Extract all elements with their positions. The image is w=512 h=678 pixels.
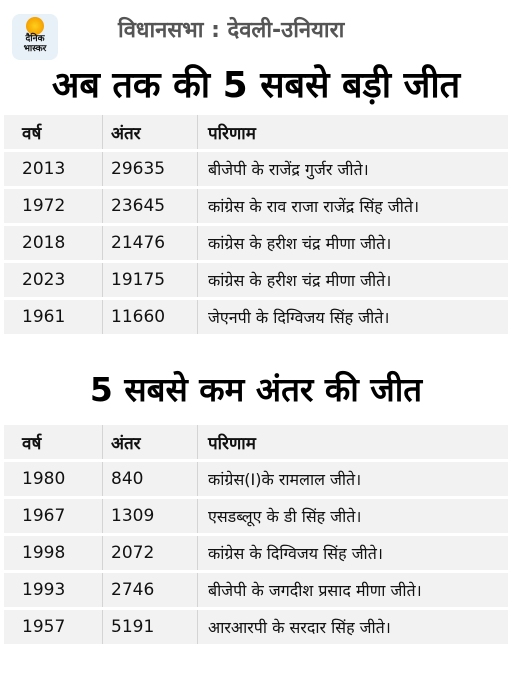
margin-cell: 23645 [102,189,197,223]
margin-cell: 21476 [102,226,197,260]
table-header-row: वर्ष अंतर परिणाम [4,425,508,459]
logo-line-1: दैनिक [25,34,45,44]
table-row: 1998 2072 कांग्रेस के दिग्विजय सिंह जीते… [4,536,508,570]
table-row: 2023 19175 कांग्रेस के हरीश चंद्र मीणा ज… [4,263,508,297]
table-row: 2018 21476 कांग्रेस के हरीश चंद्र मीणा ज… [4,226,508,260]
year-cell: 2013 [4,152,102,186]
margin-cell: 1309 [102,499,197,533]
constituency-heading: विधानसभा : देवली-उनियारा [118,18,345,43]
result-cell: एसडब्लूए के डी सिंह जीते। [197,499,508,533]
result-cell: कांग्रेस के हरीश चंद्र मीणा जीते। [197,263,508,297]
result-cell: बीजेपी के राजेंद्र गुर्जर जीते। [197,152,508,186]
result-cell: आरआरपी के सरदार सिंह जीते। [197,610,508,644]
table-row: 1993 2746 बीजेपी के जगदीश प्रसाद मीणा जी… [4,573,508,607]
column-header-margin: अंतर [102,115,197,149]
column-header-year: वर्ष [4,115,102,149]
year-cell: 2018 [4,226,102,260]
table-row: 1961 11660 जेएनपी के दिग्विजय सिंह जीते। [4,300,508,334]
result-cell: बीजेपी के जगदीश प्रसाद मीणा जीते। [197,573,508,607]
section-title-biggest-wins: अब तक की 5 सबसे बड़ी जीत [51,65,461,106]
header: दैनिक भास्कर विधानसभा : देवली-उनियारा [0,0,512,60]
result-cell: कांग्रेस के हरीश चंद्र मीणा जीते। [197,226,508,260]
column-header-margin: अंतर [102,425,197,459]
year-cell: 1972 [4,189,102,223]
margin-cell: 2746 [102,573,197,607]
margin-cell: 29635 [102,152,197,186]
year-cell: 1993 [4,573,102,607]
column-header-result: परिणाम [197,425,508,459]
dainik-bhaskar-logo: दैनिक भास्कर [12,14,58,60]
result-cell: कांग्रेस के राव राजा राजेंद्र सिंह जीते। [197,189,508,223]
logo-text: दैनिक भास्कर [12,34,58,54]
margin-cell: 19175 [102,263,197,297]
logo-line-2: भास्कर [23,44,47,54]
year-cell: 1961 [4,300,102,334]
year-cell: 1980 [4,462,102,496]
year-cell: 2023 [4,263,102,297]
year-cell: 1967 [4,499,102,533]
biggest-wins-table: वर्ष अंतर परिणाम 2013 29635 बीजेपी के रा… [4,112,508,337]
margin-cell: 5191 [102,610,197,644]
margin-cell: 840 [102,462,197,496]
table-row: 1957 5191 आरआरपी के सरदार सिंह जीते। [4,610,508,644]
sun-icon [26,17,44,35]
table-row: 1967 1309 एसडब्लूए के डी सिंह जीते। [4,499,508,533]
table-row: 2013 29635 बीजेपी के राजेंद्र गुर्जर जीत… [4,152,508,186]
narrowest-wins-table: वर्ष अंतर परिणाम 1980 840 कांग्रेस(I)के … [4,422,508,647]
column-header-result: परिणाम [197,115,508,149]
result-cell: जेएनपी के दिग्विजय सिंह जीते। [197,300,508,334]
section-title-narrowest-wins: 5 सबसे कम अंतर की जीत [89,370,423,409]
column-header-year: वर्ष [4,425,102,459]
result-cell: कांग्रेस(I)के रामलाल जीते। [197,462,508,496]
margin-cell: 2072 [102,536,197,570]
table-header-row: वर्ष अंतर परिणाम [4,115,508,149]
margin-cell: 11660 [102,300,197,334]
table-row: 1972 23645 कांग्रेस के राव राजा राजेंद्र… [4,189,508,223]
table-row: 1980 840 कांग्रेस(I)के रामलाल जीते। [4,462,508,496]
result-cell: कांग्रेस के दिग्विजय सिंह जीते। [197,536,508,570]
year-cell: 1957 [4,610,102,644]
year-cell: 1998 [4,536,102,570]
